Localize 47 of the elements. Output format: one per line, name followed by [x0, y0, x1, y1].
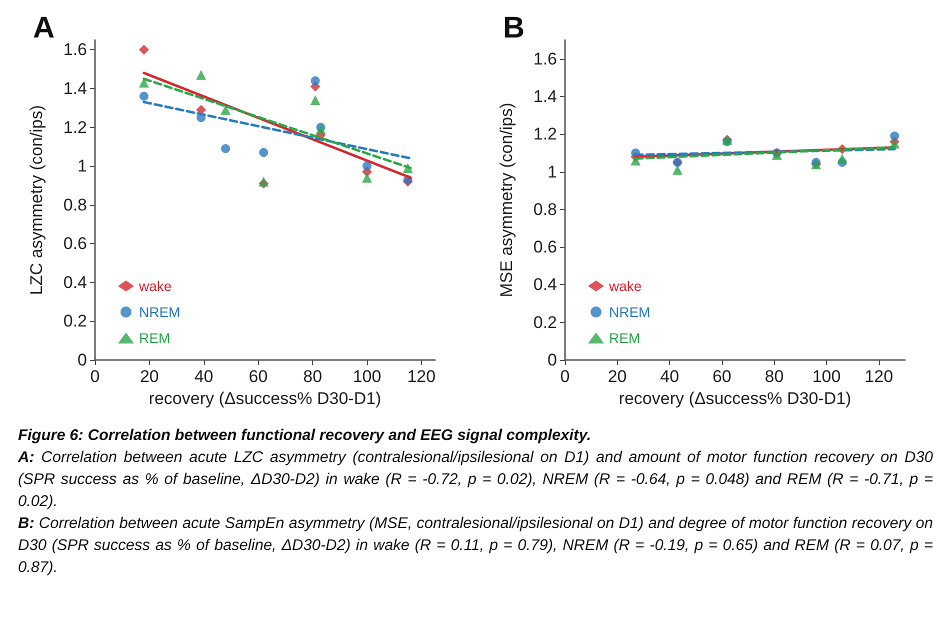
y-tick-label: 1.6	[63, 40, 87, 60]
x-tick-label: 100	[352, 367, 382, 386]
legend-label: wake	[138, 278, 172, 294]
text: A: Correlation between acute LZC asymmetry (contralesional/ipsilesional on D1) and amount of motor function recovery on D30 (SPR success as % of baseline, ΔD30-D2) in wake (R = -0.72, p = 0.02), NREM (R = -0.64, p = 0.048) and REM (R = -0.71, p = 0.02).	[18, 449, 933, 510]
chart-title: B	[503, 12, 525, 44]
x-tick-label: 80	[764, 367, 784, 386]
y-tick-label: 0.8	[533, 200, 557, 219]
y-tick-label: 1.2	[63, 118, 87, 137]
y-tick-label: 1.4	[63, 78, 87, 98]
x-tick-label: 60	[248, 367, 268, 386]
legend-label: wake	[608, 278, 642, 294]
chart-title: A	[33, 12, 55, 44]
legend-label: NREM	[139, 304, 180, 320]
caption: Figure 6: Correlation between functional recovery and EEG signal complexity.	[18, 426, 592, 446]
y-tick-label: 0	[78, 350, 87, 370]
x-tick-label: 0	[90, 367, 100, 386]
x-tick-label: 20	[608, 367, 627, 386]
legend-label: NREM	[609, 304, 650, 320]
x-tick-label: 100	[812, 367, 841, 386]
x-tick-label: 80	[303, 367, 322, 386]
x-axis-title: recovery (Δsuccess% D30-D1)	[148, 389, 382, 408]
x-tick-label: 40	[194, 367, 214, 386]
y-tick-label: 0.6	[63, 234, 87, 254]
y-tick-label: 1	[548, 162, 557, 182]
x-tick-label: 120	[407, 367, 436, 386]
x-tick-label: 60	[712, 367, 732, 386]
x-tick-label: 0	[560, 367, 570, 386]
y-tick-label: 1	[78, 156, 87, 176]
y-tick-label: 1.2	[533, 124, 557, 144]
y-tick-label: 0.2	[533, 312, 557, 332]
legend-label: REM	[609, 330, 640, 346]
y-axis-title: MSE asymmetry (con/ips)	[497, 102, 516, 298]
x-tick-label: 40	[660, 367, 680, 386]
y-axis-title: LZC asymmetry (con/ips)	[27, 105, 46, 295]
y-tick-label: 0.6	[533, 238, 557, 257]
y-tick-label: 0.4	[63, 272, 87, 292]
y-tick-label: 1.6	[533, 49, 557, 68]
y-tick-label: 0.2	[63, 312, 87, 331]
x-tick-label: 120	[864, 367, 894, 386]
x-axis-title: recovery (Δsuccess% D30-D1)	[618, 389, 852, 408]
legend-label: REM	[139, 330, 170, 346]
y-tick-label: 0.4	[533, 275, 557, 294]
x-tick-label: 20	[140, 367, 159, 386]
y-tick-label: 0.8	[63, 195, 87, 214]
y-tick-label: 1.4	[533, 86, 557, 106]
y-tick-label: 0	[548, 350, 557, 370]
text: B: Correlation between acute SampEn asymmetry (MSE, contralesional/ipsilesional on D1) and degree of motor function recovery on D30 (SPR success as % of baseline, ΔD30-D2) in wake (R = 0.11, p = 0.79), NREM (R = -0.19, p = 0.65) and REM (R = 0.07, p = 0.87).	[18, 515, 933, 576]
